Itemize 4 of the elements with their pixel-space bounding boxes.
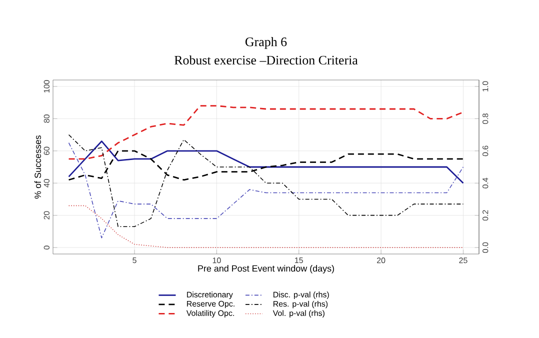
- x-axis-title: Pre and Post Event window (days): [198, 265, 334, 274]
- y-axis-title: % of Successes: [34, 135, 41, 199]
- chart-subtitle: Robust exercise –Direction Criteria: [174, 55, 358, 65]
- chart-title: Graph 6: [245, 37, 287, 49]
